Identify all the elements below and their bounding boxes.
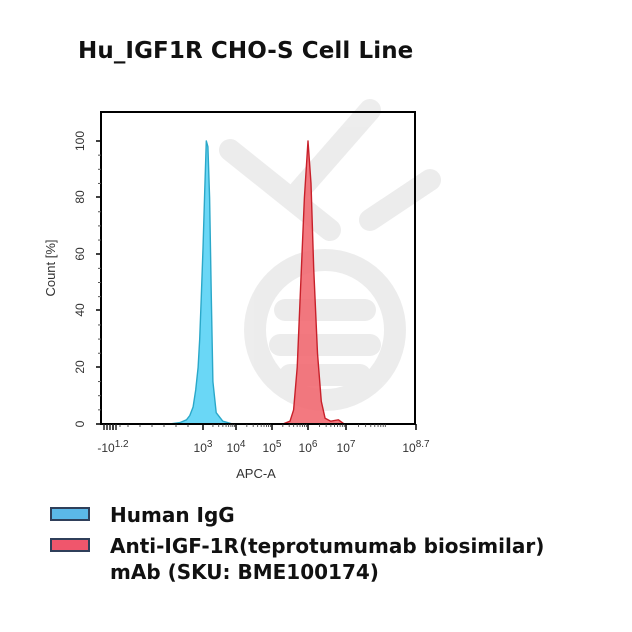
watermark-logo: [219, 99, 441, 411]
series-anti-igf1r: [282, 140, 345, 425]
chart-title: Hu_IGF1R CHO-S Cell Line: [78, 38, 414, 64]
legend-label: Anti-IGF-1R(teprotumumab biosimilar) mAb…: [110, 534, 545, 584]
y-tick-label: 0: [73, 420, 87, 427]
x-tick-label: 107: [337, 439, 356, 455]
x-axis-title: APC-A: [236, 466, 276, 481]
x-axis: -101.2 103 104 105 106 107 108.7: [97, 424, 430, 455]
x-tick-label: -101.2: [97, 439, 129, 455]
y-tick-label: 20: [73, 360, 87, 374]
legend-item-anti-igf1r: Anti-IGF-1R(teprotumumab biosimilar) mAb…: [50, 533, 544, 585]
series-human-igg: [169, 140, 234, 425]
x-tick-label: 103: [194, 439, 213, 455]
x-tick-label: 105: [263, 439, 282, 455]
x-tick-label: 106: [299, 439, 318, 455]
legend: Human IgG Anti-IGF-1R(teprotumumab biosi…: [50, 502, 544, 590]
y-tick-label: 100: [73, 131, 87, 151]
y-tick-label: 40: [73, 303, 87, 317]
x-tick-label: 104: [227, 439, 246, 455]
y-axis: 0 20 40 60 80 100: [73, 131, 101, 427]
x-tick-label: 108.7: [402, 439, 430, 455]
y-tick-label: 80: [73, 190, 87, 204]
legend-item-human-igg: Human IgG: [50, 502, 544, 528]
legend-swatch-blue: [50, 507, 90, 521]
y-axis-title: Count [%]: [43, 239, 58, 296]
legend-label: Human IgG: [110, 503, 235, 527]
legend-swatch-red: [50, 538, 90, 552]
y-tick-label: 60: [73, 247, 87, 261]
